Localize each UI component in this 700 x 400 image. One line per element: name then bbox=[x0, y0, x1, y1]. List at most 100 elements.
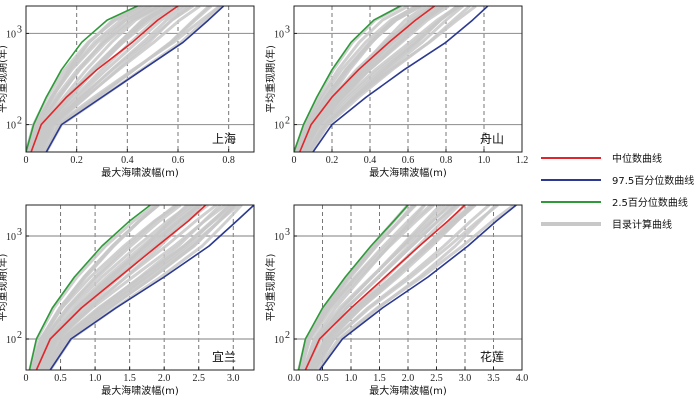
x-tick-label: 2.5 bbox=[430, 373, 443, 384]
y-axis-label: 平均重现期(年) bbox=[264, 45, 277, 113]
y-tick-exponent: 2 bbox=[285, 116, 290, 127]
plot-frame bbox=[25, 5, 255, 153]
catalog-curve bbox=[28, 6, 161, 152]
y-tick-exponent: 3 bbox=[17, 227, 22, 238]
y-tick-exponent: 2 bbox=[285, 330, 290, 341]
catalog-curves bbox=[28, 205, 243, 370]
x-tick-label: 0.8 bbox=[440, 155, 453, 166]
x-tick-label: 0.6 bbox=[172, 155, 185, 166]
x-tick-label: 1.5 bbox=[123, 373, 136, 384]
catalog-curve bbox=[27, 6, 142, 152]
catalog-curve bbox=[32, 205, 182, 370]
median-curve bbox=[35, 205, 207, 370]
place-label: 舟山 bbox=[480, 132, 504, 146]
panel-4: 0.0 0.5 1.0 1.5 2.0 2.5 3.0 3.5 4.010 210 3最大海啸波幅(… bbox=[264, 204, 529, 397]
percentile-curves bbox=[297, 205, 517, 370]
percentile-curves bbox=[26, 6, 225, 152]
x-axis-label: 最大海啸波幅(m) bbox=[101, 166, 179, 179]
legend: 中位数曲线 97.5百分位数曲线 2.5百分位数曲线 目录计算曲线 bbox=[541, 152, 694, 231]
y-tick-exponent: 3 bbox=[285, 24, 290, 35]
x-tick-label: 0 bbox=[292, 155, 297, 166]
x-axis-label: 最大海啸波幅(m) bbox=[101, 384, 179, 397]
legend-label-p2-5: 2.5百分位数曲线 bbox=[612, 196, 688, 209]
catalog-curve bbox=[43, 6, 213, 152]
p97-5-curve bbox=[312, 6, 489, 152]
y-tick-label: 10 bbox=[6, 121, 16, 132]
catalog-curve bbox=[295, 6, 422, 152]
x-tick-label: 3.5 bbox=[487, 373, 500, 384]
catalog-curve bbox=[44, 205, 240, 370]
x-tick-label: 0.4 bbox=[121, 155, 134, 166]
x-tick-label: 1.0 bbox=[89, 373, 102, 384]
p2-5-curve bbox=[297, 205, 409, 370]
y-tick-exponent: 2 bbox=[17, 330, 22, 341]
x-axis-label: 最大海啸波幅(m) bbox=[369, 384, 447, 397]
catalog-curve bbox=[40, 6, 192, 152]
y-axis-label: 平均重现期(年) bbox=[264, 254, 277, 322]
plot-frame bbox=[25, 204, 255, 371]
y-tick-exponent: 2 bbox=[17, 116, 22, 127]
legend-label-p97-5: 97.5百分位数曲线 bbox=[612, 174, 694, 187]
y-tick-exponent: 3 bbox=[17, 24, 22, 35]
catalog-curve bbox=[302, 6, 441, 152]
catalog-curves bbox=[26, 6, 222, 152]
x-tick-label: 3.0 bbox=[227, 373, 240, 384]
x-tick-label: 1.2 bbox=[516, 155, 529, 166]
p97-5-curve bbox=[318, 205, 517, 370]
percentile-curves bbox=[294, 6, 489, 152]
x-tick-label: 1.0 bbox=[478, 155, 491, 166]
place-label: 花莲 bbox=[480, 349, 504, 364]
x-tick-label: 0.2 bbox=[70, 155, 83, 166]
y-tick-label: 10 bbox=[274, 29, 284, 40]
x-tick-label: 1.5 bbox=[373, 373, 386, 384]
x-tick-label: 3.0 bbox=[459, 373, 472, 384]
x-tick-label: 0.5 bbox=[316, 373, 329, 384]
place-label: 宜兰 bbox=[212, 349, 236, 364]
x-tick-label: 0 bbox=[24, 373, 29, 384]
legend-label-catalog: 目录计算曲线 bbox=[612, 218, 672, 231]
median-curve bbox=[298, 6, 436, 152]
catalog-curve bbox=[40, 205, 227, 370]
x-tick-label: 0 bbox=[24, 155, 29, 166]
catalog-curve bbox=[33, 6, 172, 152]
x-tick-label: 0.4 bbox=[364, 155, 377, 166]
x-tick-label: 0.6 bbox=[402, 155, 415, 166]
p2-5-curve bbox=[26, 6, 138, 152]
catalog-curve bbox=[311, 205, 466, 370]
catalog-curve bbox=[313, 205, 499, 370]
legend-label-median: 中位数曲线 bbox=[612, 152, 662, 165]
y-tick-label: 10 bbox=[6, 335, 16, 346]
y-tick-exponent: 3 bbox=[285, 227, 290, 238]
y-tick-label: 10 bbox=[274, 121, 284, 132]
catalog-curve bbox=[307, 6, 477, 152]
x-tick-label: 0.5 bbox=[54, 373, 67, 384]
median-curve bbox=[304, 205, 466, 370]
p2-5-curve bbox=[28, 205, 151, 370]
catalog-curve bbox=[308, 205, 473, 370]
percentile-curves bbox=[28, 205, 254, 370]
y-tick-label: 10 bbox=[6, 29, 16, 40]
x-tick-label: 2.0 bbox=[402, 373, 415, 384]
catalog-curve bbox=[315, 205, 515, 370]
panel-2: 0 0.2 0.4 0.6 0.8 1.0 1.210 210 3最大海啸波幅(m)平均重现期(… bbox=[264, 5, 529, 179]
y-axis-label: 平均重现期(年) bbox=[0, 254, 9, 322]
panel-3: 0 0.5 1.0 1.5 2.0 2.5 3.010 210 3最大海啸波幅(m)平均重现期(… bbox=[0, 204, 255, 397]
x-tick-label: 2.5 bbox=[192, 373, 205, 384]
x-tick-label: 0.8 bbox=[222, 155, 235, 166]
catalog-curve bbox=[34, 205, 202, 370]
x-tick-label: 2.0 bbox=[158, 373, 171, 384]
catalog-curve bbox=[30, 205, 160, 370]
x-tick-label: 0.0 bbox=[288, 373, 301, 384]
p97-5-curve bbox=[49, 205, 254, 370]
median-curve bbox=[30, 6, 179, 152]
x-tick-label: 4.0 bbox=[516, 373, 529, 384]
catalog-curves bbox=[294, 6, 477, 152]
y-axis-label: 平均重现期(年) bbox=[0, 45, 9, 113]
x-tick-label: 0.2 bbox=[326, 155, 339, 166]
y-tick-label: 10 bbox=[6, 232, 16, 243]
place-label: 上海 bbox=[212, 131, 236, 146]
p97-5-curve bbox=[45, 6, 225, 152]
